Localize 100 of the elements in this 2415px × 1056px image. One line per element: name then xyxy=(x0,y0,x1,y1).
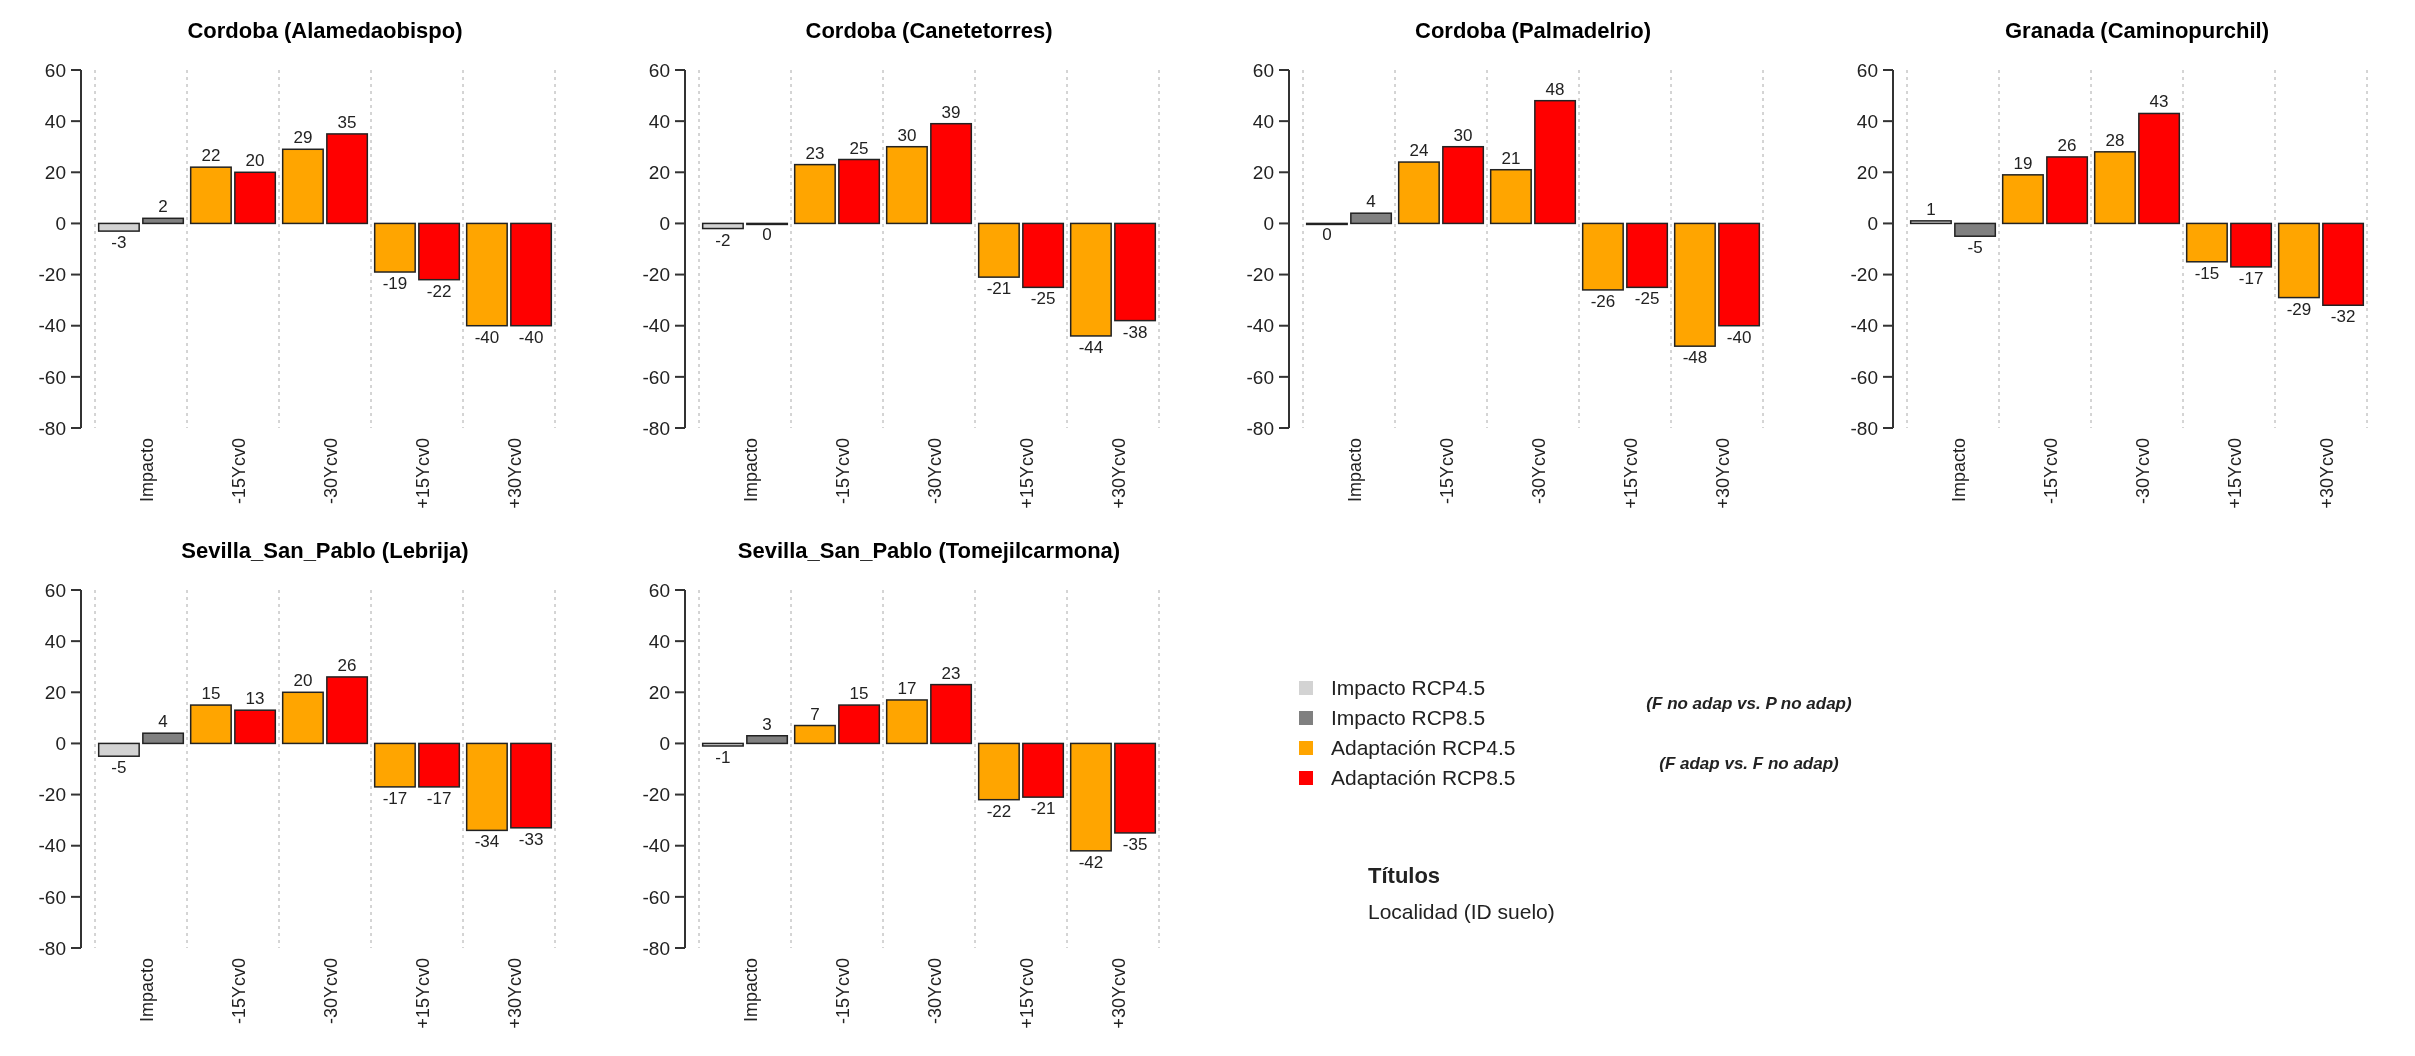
data-label: -38 xyxy=(1122,322,1148,342)
y-tick-label: 60 xyxy=(1252,59,1274,81)
y-tick-label: -20 xyxy=(38,264,66,286)
data-label: 23 xyxy=(805,143,825,163)
data-label: -32 xyxy=(2330,307,2356,327)
y-tick-label: 60 xyxy=(1856,59,1878,81)
y-tick-label: -40 xyxy=(642,835,670,857)
data-label: 35 xyxy=(337,112,357,132)
text: (F adap vs. F no adap) xyxy=(1659,753,1840,773)
bar xyxy=(418,222,461,281)
chart-title: Granada (Caminopurchil) xyxy=(2004,18,2270,43)
y-tick-label: -60 xyxy=(642,366,670,388)
x-tick-label: +30Ycv0 xyxy=(1109,958,1130,1029)
text: Localidad (ID suelo) xyxy=(1368,900,1555,923)
x-tick-label: +30Ycv0 xyxy=(1713,438,1734,509)
bar xyxy=(2138,112,2181,225)
bar xyxy=(2001,174,2044,225)
data-label: -17 xyxy=(2238,268,2264,288)
bar xyxy=(1022,742,1065,798)
bar xyxy=(281,691,324,745)
data-label: -48 xyxy=(1682,348,1708,368)
x-tick-label: -30Ycv0 xyxy=(2133,438,2154,505)
y-tick-label: -80 xyxy=(38,937,66,959)
x-tick-label: Impacto xyxy=(741,958,762,1023)
y-tick-label: 20 xyxy=(1856,161,1878,183)
y-tick-label: -80 xyxy=(38,417,66,439)
bar xyxy=(746,735,789,745)
x-tick-label: -15Ycv0 xyxy=(2041,438,2062,505)
data-label: 4 xyxy=(158,712,168,732)
y-tick-label: 40 xyxy=(44,110,66,132)
bar xyxy=(2322,222,2365,307)
data-label: 0 xyxy=(762,225,772,245)
x-tick-label: +30Ycv0 xyxy=(1109,438,1130,509)
data-label: 0 xyxy=(1322,225,1332,245)
data-label: -1 xyxy=(715,747,731,767)
x-tick-label: -30Ycv0 xyxy=(925,958,946,1025)
y-tick-label: 40 xyxy=(44,630,66,652)
data-label: 4 xyxy=(1366,192,1376,212)
x-tick-label: -30Ycv0 xyxy=(1529,438,1550,505)
x-tick-label: -30Ycv0 xyxy=(321,438,342,505)
bar xyxy=(793,724,836,745)
y-tick-label: -40 xyxy=(1850,315,1878,337)
bar xyxy=(1581,222,1624,291)
bar xyxy=(977,742,1020,801)
y-tick-label: 20 xyxy=(648,681,670,703)
bar xyxy=(2277,222,2320,299)
bar xyxy=(1954,222,1997,237)
bar xyxy=(1534,99,1577,225)
data-label: 13 xyxy=(245,689,265,709)
bar xyxy=(793,163,836,225)
x-tick-label: +30Ycv0 xyxy=(505,438,526,509)
data-label: 20 xyxy=(245,151,265,171)
bar xyxy=(1442,145,1485,225)
y-tick-label: 0 xyxy=(659,213,670,235)
legend-label: Impacto RCP8.5 xyxy=(1331,706,1486,730)
x-tick-label: -15Ycv0 xyxy=(833,438,854,505)
y-tick-label: 20 xyxy=(648,161,670,183)
x-tick-label: -15Ycv0 xyxy=(229,438,250,505)
x-tick-label: -30Ycv0 xyxy=(925,438,946,505)
data-label: 15 xyxy=(849,684,869,704)
bar xyxy=(510,742,553,829)
data-label: -19 xyxy=(382,274,408,294)
data-label: 7 xyxy=(810,704,820,724)
bar xyxy=(2185,222,2228,263)
data-label: 26 xyxy=(2057,135,2077,155)
bar xyxy=(930,683,973,745)
chart-title: Cordoba (Alamedaobispo) xyxy=(187,18,463,43)
data-label: -17 xyxy=(382,788,408,808)
data-label: -5 xyxy=(111,758,127,778)
bar xyxy=(1718,222,1761,327)
y-tick-label: 60 xyxy=(44,579,66,601)
bar xyxy=(326,676,369,745)
data-label: 20 xyxy=(293,671,313,691)
y-tick-label: 0 xyxy=(1867,213,1878,235)
bar xyxy=(1114,222,1157,322)
data-label: -2 xyxy=(715,230,731,250)
y-tick-label: -80 xyxy=(1850,417,1878,439)
y-tick-label: -60 xyxy=(38,366,66,388)
y-tick-label: 40 xyxy=(1252,110,1274,132)
y-tick-label: 20 xyxy=(44,161,66,183)
bar xyxy=(1673,222,1716,347)
data-label: -33 xyxy=(518,829,544,849)
x-tick-label: Impacto xyxy=(137,438,158,503)
bar xyxy=(142,732,185,745)
bar xyxy=(234,709,277,745)
legend-label: Adaptación RCP8.5 xyxy=(1331,766,1516,790)
x-tick-label: -15Ycv0 xyxy=(1437,438,1458,505)
y-tick-label: 0 xyxy=(55,733,66,755)
x-tick-label: +15Ycv0 xyxy=(413,958,434,1029)
x-tick-label: -30Ycv0 xyxy=(321,958,342,1025)
bar xyxy=(373,742,416,788)
chart-title: Cordoba (Canetetorres) xyxy=(805,18,1053,43)
data-label: -21 xyxy=(1030,799,1056,819)
bar xyxy=(465,222,508,327)
data-label: 24 xyxy=(1409,141,1429,161)
legend-label: Adaptación RCP4.5 xyxy=(1331,736,1516,760)
y-tick-label: -20 xyxy=(642,784,670,806)
y-tick-label: 40 xyxy=(1856,110,1878,132)
data-label: -29 xyxy=(2286,299,2312,319)
bar xyxy=(189,704,232,745)
